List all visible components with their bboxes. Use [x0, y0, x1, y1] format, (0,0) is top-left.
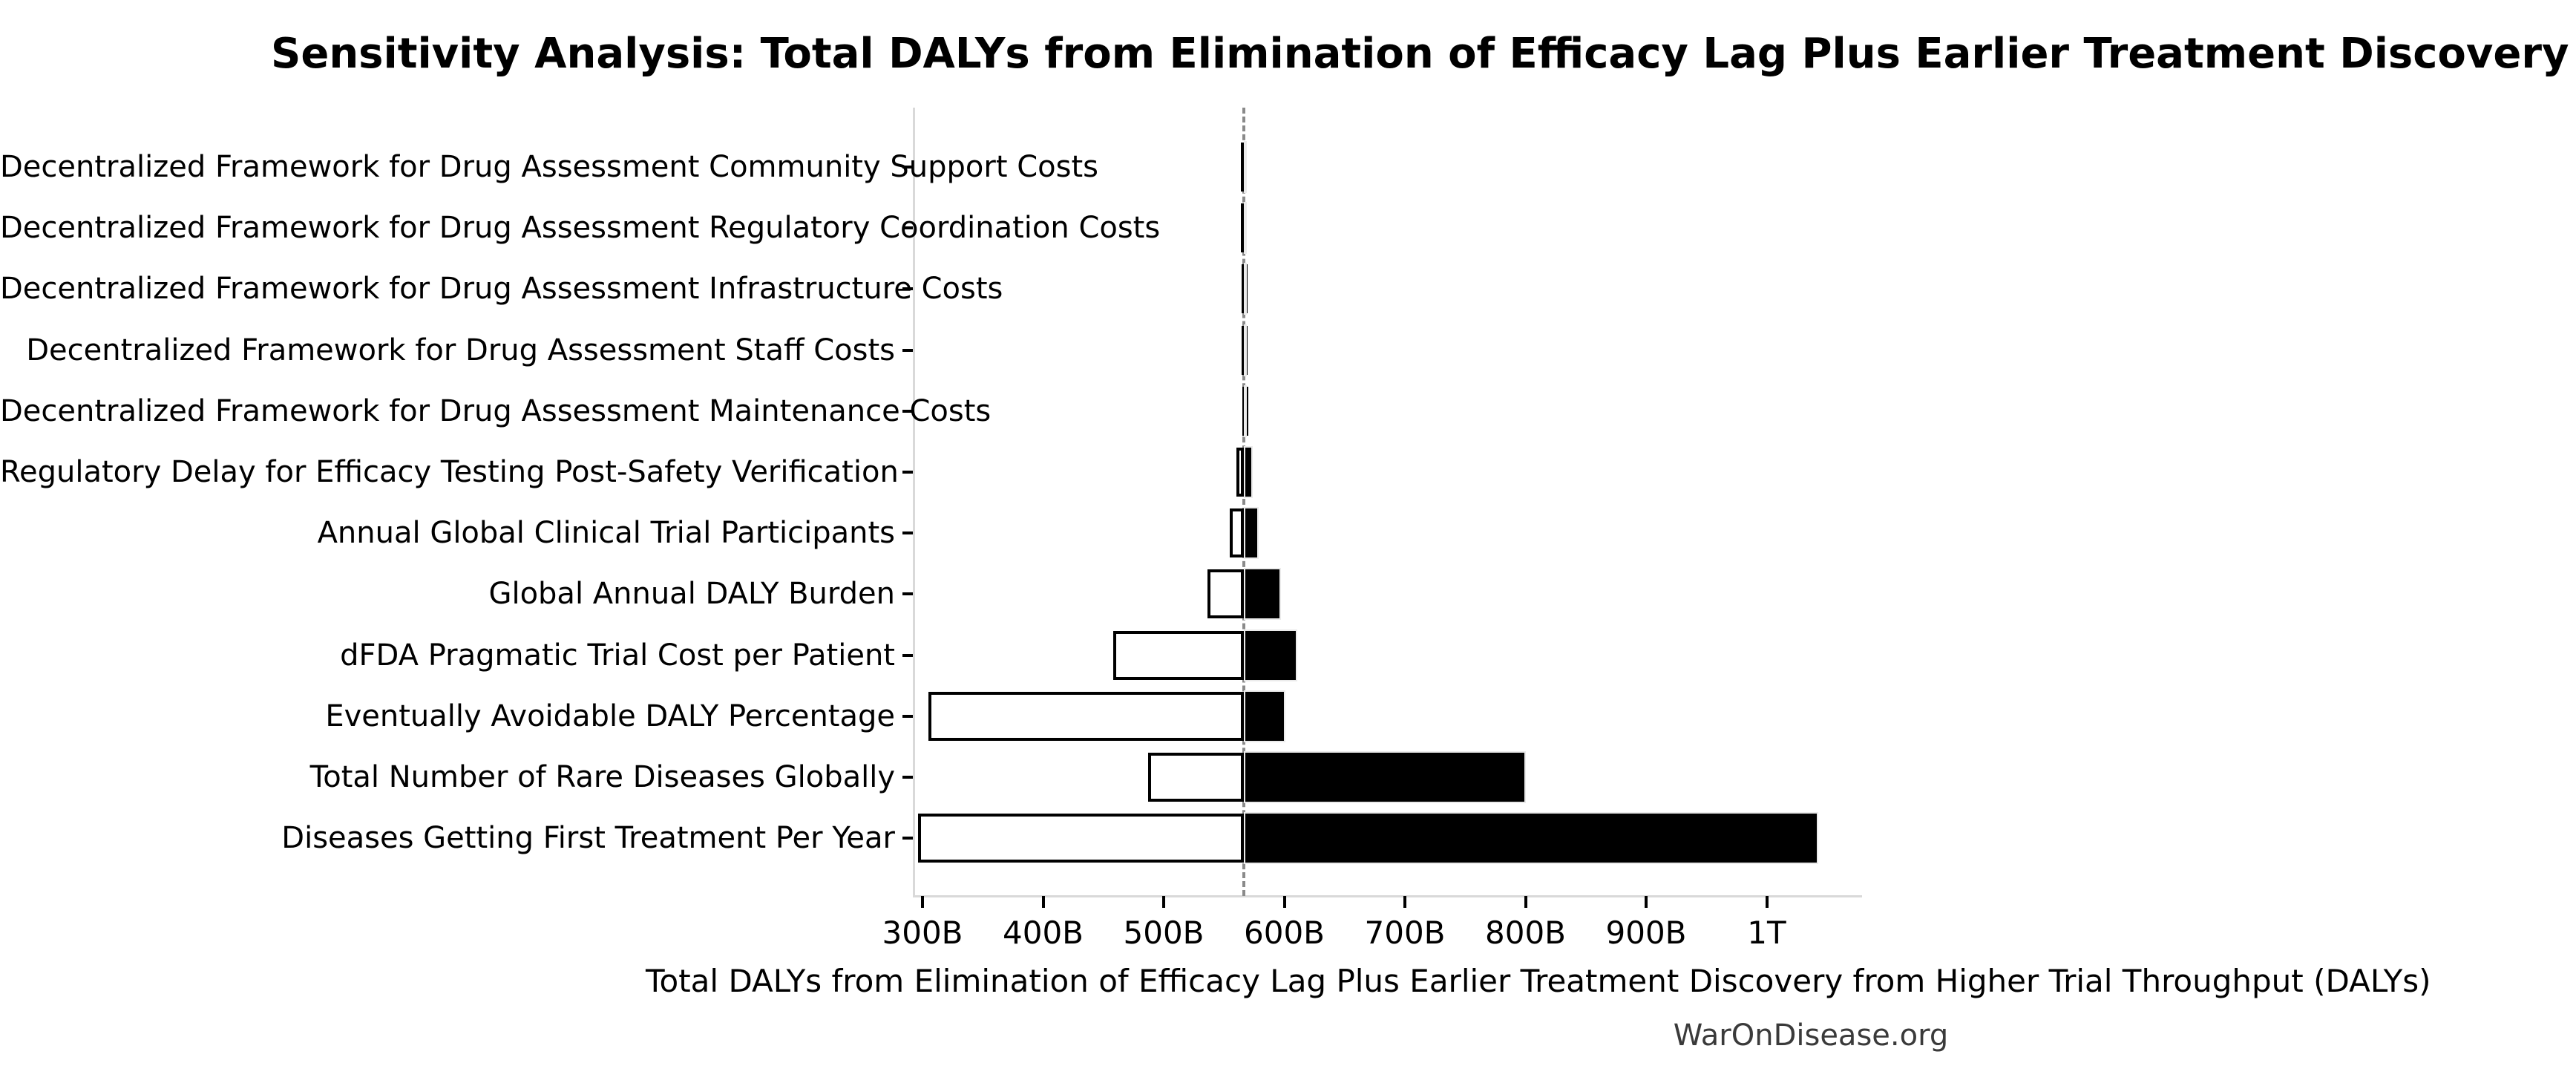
- bar-high-side: [1244, 263, 1248, 315]
- y-tick-mark: [902, 409, 913, 413]
- bar-low-side: [1207, 569, 1245, 619]
- x-tick-label: 300B: [882, 915, 963, 951]
- x-tick-mark: [1041, 896, 1045, 908]
- x-tick-mark: [1524, 896, 1527, 908]
- y-tick-mark: [902, 348, 913, 352]
- y-axis-label: Diseases Getting First Treatment Per Yea…: [281, 821, 895, 856]
- y-axis-label: Eventually Avoidable DALY Percentage: [325, 699, 895, 733]
- x-tick-label: 1T: [1747, 915, 1786, 951]
- bar-high-side: [1244, 202, 1248, 255]
- x-tick-mark: [921, 896, 924, 908]
- bar-high-side: [1244, 812, 1819, 865]
- bar-low-side: [917, 814, 1245, 863]
- y-tick-mark: [902, 226, 913, 230]
- y-tick-mark: [902, 166, 913, 169]
- y-tick-mark: [902, 714, 913, 718]
- y-axis-label: Total Number of Rare Diseases Globally: [309, 760, 895, 795]
- y-axis-label: Global Annual DALY Burden: [488, 577, 895, 612]
- y-axis-label: Decentralized Framework for Drug Assessm…: [0, 393, 992, 428]
- bar-high-side: [1244, 507, 1259, 560]
- bar-high-side: [1244, 385, 1248, 437]
- x-tick-label: 800B: [1485, 915, 1566, 951]
- bar-high-side: [1244, 629, 1298, 681]
- x-tick-label: 600B: [1244, 915, 1325, 951]
- x-axis-spine: [913, 895, 1862, 897]
- x-axis-label: Total DALYs from Elimination of Efficacy…: [646, 963, 2431, 999]
- x-tick-label: 500B: [1123, 915, 1205, 951]
- y-axis-spine: [913, 108, 915, 896]
- x-tick-label: 700B: [1364, 915, 1446, 951]
- y-tick-mark: [902, 287, 913, 291]
- y-axis-label: Decentralized Framework for Drug Assessm…: [0, 272, 1003, 307]
- y-tick-mark: [902, 837, 913, 840]
- bar-low-side: [1236, 448, 1245, 497]
- y-axis-label: Annual Global Clinical Trial Participant…: [317, 516, 895, 551]
- y-tick-mark: [902, 592, 913, 596]
- y-tick-mark: [902, 653, 913, 657]
- x-tick-mark: [1645, 896, 1648, 908]
- y-axis-label: Decentralized Framework for Drug Assessm…: [0, 211, 1161, 246]
- y-tick-mark: [902, 776, 913, 779]
- bar-high-side: [1244, 141, 1248, 193]
- y-axis-label: Decentralized Framework for Drug Assessm…: [26, 333, 895, 367]
- x-tick-mark: [1403, 896, 1406, 908]
- x-tick-mark: [1162, 896, 1165, 908]
- baseline-reference-line: [1242, 108, 1246, 896]
- x-tick-label: 400B: [1003, 915, 1084, 951]
- bar-low-side: [1112, 630, 1245, 680]
- bar-low-side: [1147, 753, 1245, 802]
- bar-high-side: [1244, 690, 1286, 742]
- y-axis-label: dFDA Pragmatic Trial Cost per Patient: [340, 638, 895, 673]
- y-axis-label: Regulatory Delay for Efficacy Testing Po…: [0, 455, 899, 490]
- x-tick-mark: [1765, 896, 1769, 908]
- bar-high-side: [1244, 324, 1248, 376]
- chart-title: Sensitivity Analysis: Total DALYs from E…: [271, 30, 2576, 78]
- bar-high-side: [1244, 568, 1281, 621]
- bar-high-side: [1244, 446, 1253, 499]
- bar-low-side: [928, 691, 1245, 741]
- y-axis-label: Decentralized Framework for Drug Assessm…: [0, 150, 1098, 184]
- x-tick-label: 900B: [1605, 915, 1687, 951]
- bar-high-side: [1244, 751, 1526, 804]
- x-tick-mark: [1282, 896, 1286, 908]
- watermark-text: WarOnDisease.org: [1673, 1018, 1949, 1053]
- bar-low-side: [1230, 508, 1245, 558]
- y-tick-mark: [902, 531, 913, 535]
- y-tick-mark: [902, 471, 913, 474]
